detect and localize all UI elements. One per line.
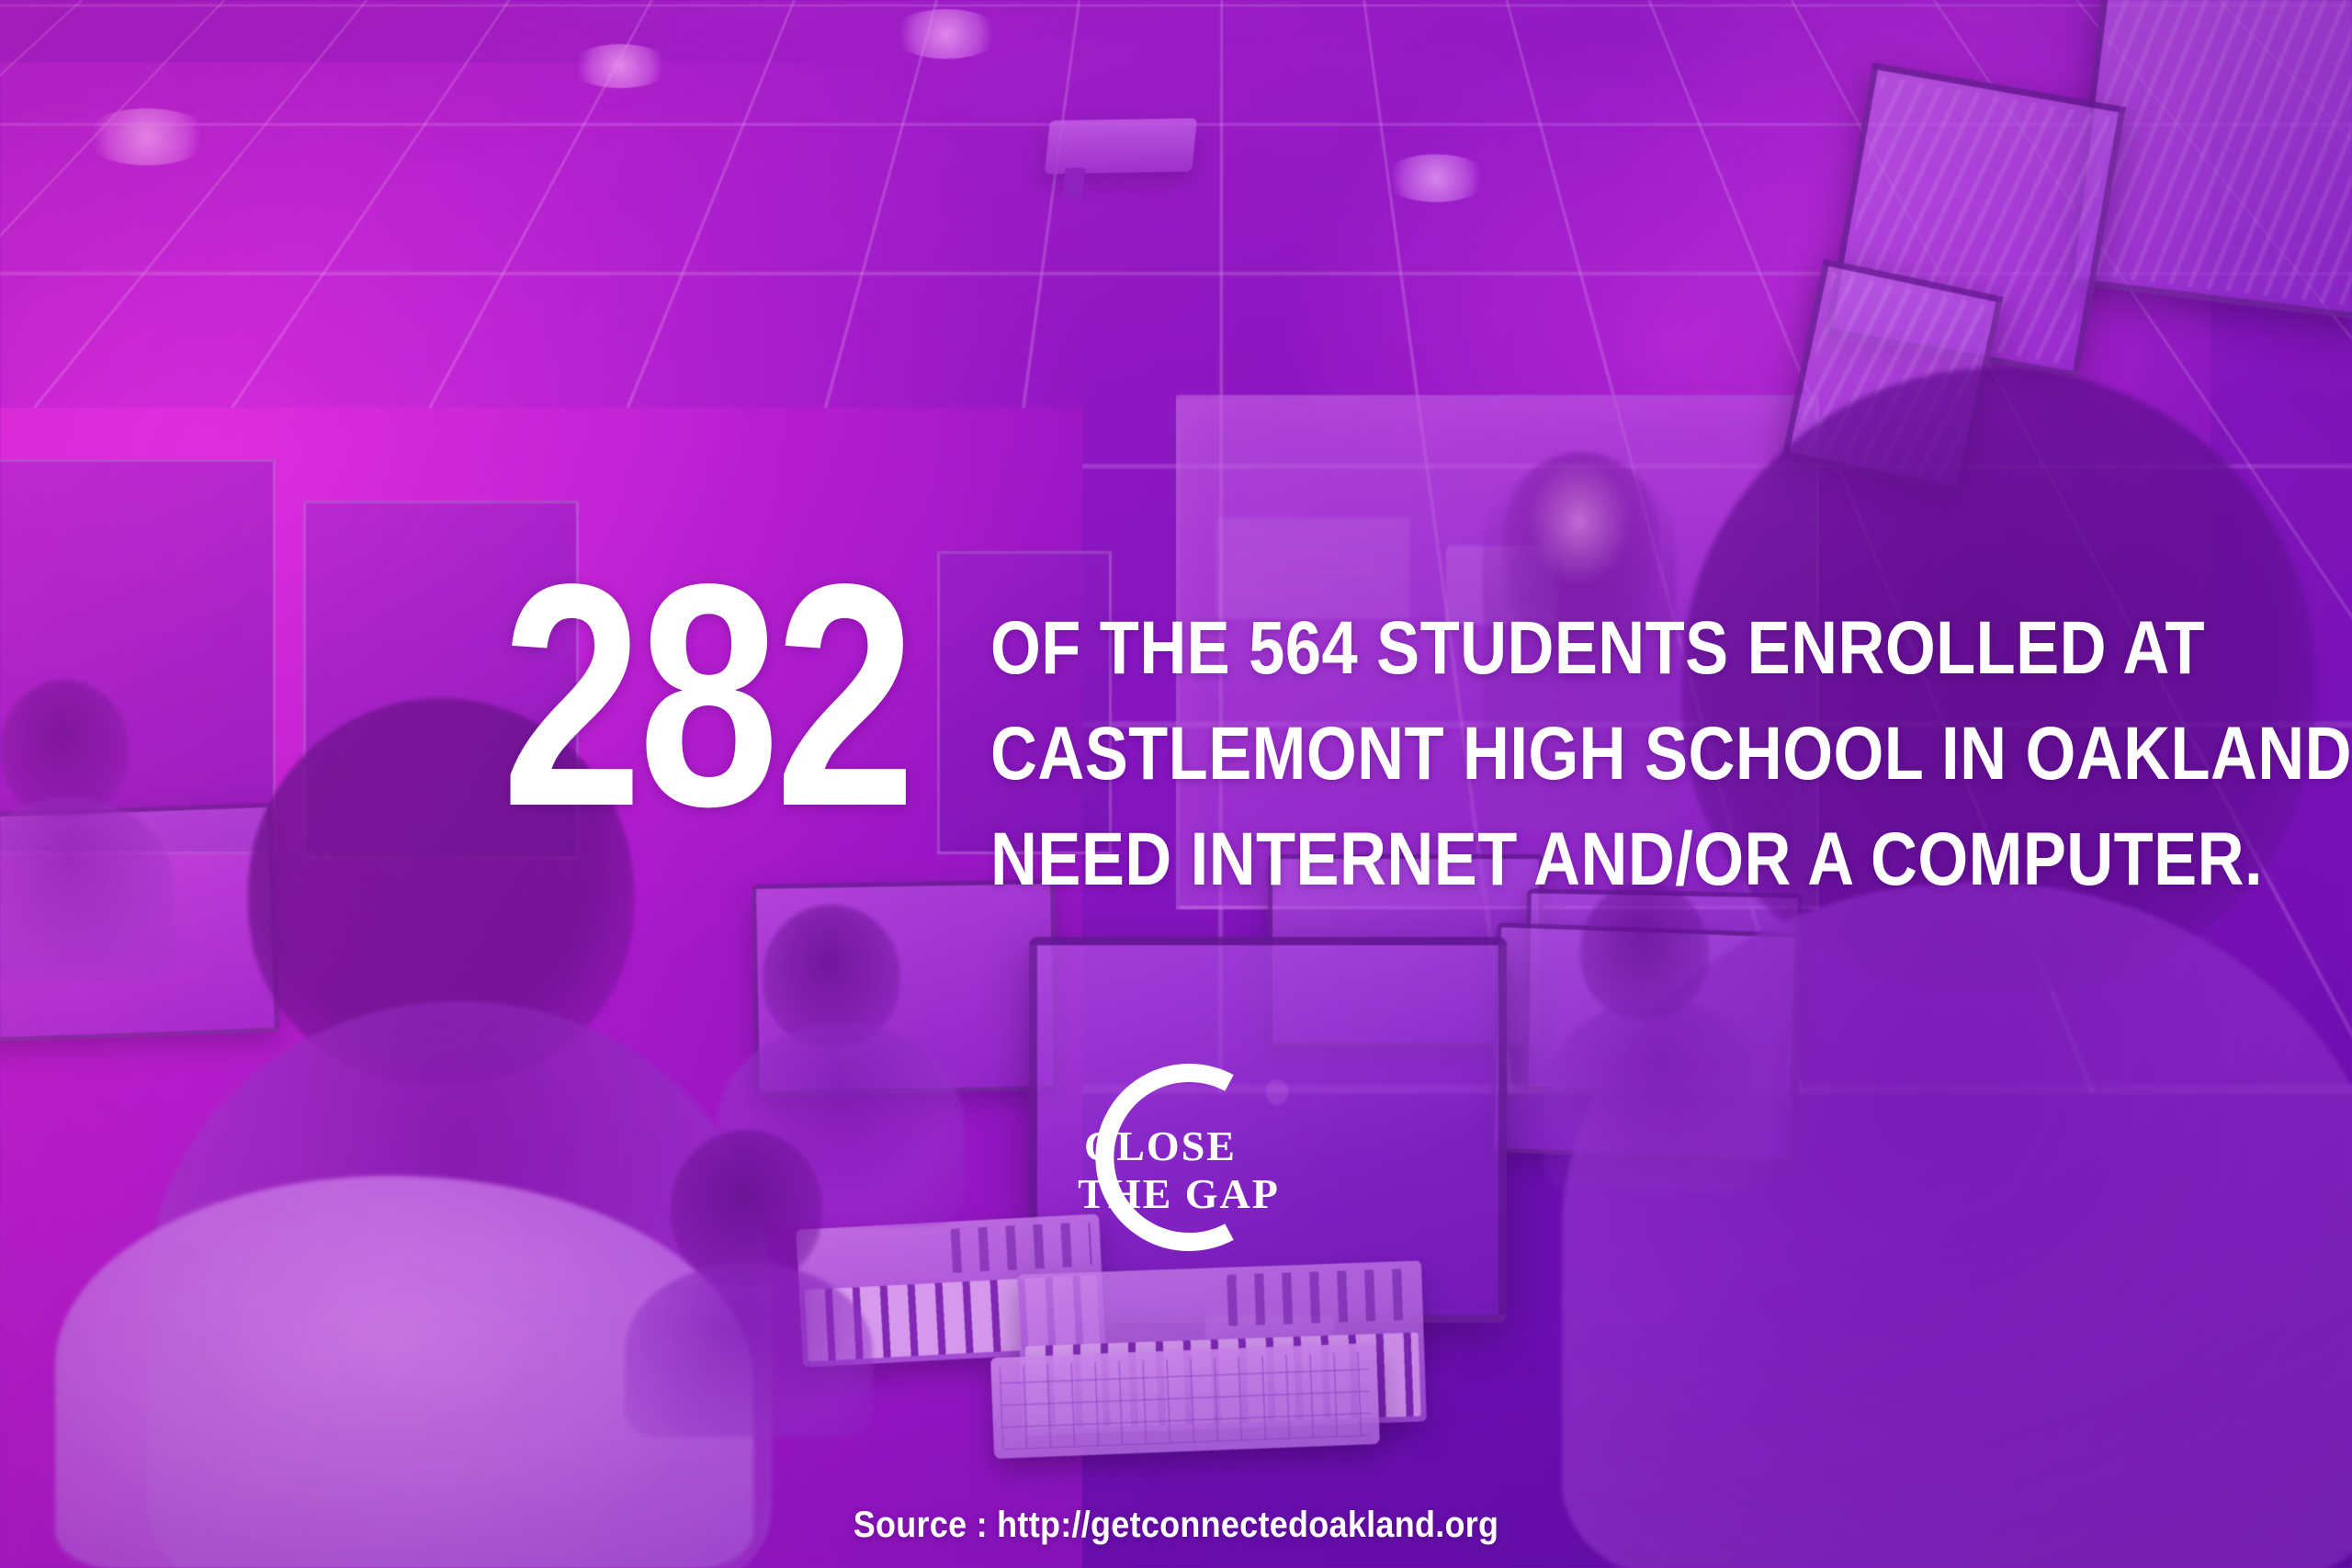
headline-line-3: NEED INTERNET AND/OR A COMPUTER. [990, 818, 2264, 901]
close-the-gap-logo: CLOSE THE GAP [1043, 1043, 1300, 1272]
headline-line-2: CASTLEMONT HIGH SCHOOL IN OAKLAND [990, 712, 2352, 795]
source-attribution: Source : http://getconnectedoakland.org [853, 1505, 1499, 1545]
logo-line-2: THE GAP [1078, 1170, 1280, 1217]
open-circle-c-mark-icon [1095, 1064, 1234, 1251]
statistic-number: 282 [502, 519, 916, 873]
headline-line-1: OF THE 564 STUDENTS ENROLLED AT [990, 606, 2205, 690]
logo-line-1: CLOSE [1084, 1122, 1237, 1169]
headline-block: OF THE 564 STUDENTS ENROLLED AT CASTLEMO… [990, 595, 2352, 912]
